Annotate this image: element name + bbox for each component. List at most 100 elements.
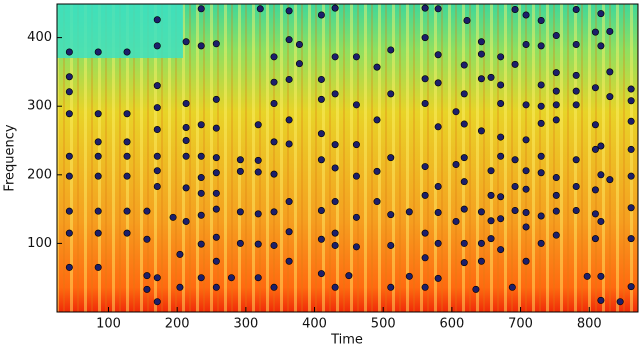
point [352, 243, 360, 251]
point [65, 73, 73, 81]
point [317, 235, 325, 243]
point [452, 217, 460, 225]
point [373, 167, 381, 175]
point [421, 283, 429, 291]
point [387, 46, 395, 54]
point [153, 152, 161, 160]
point [317, 130, 325, 138]
point [197, 189, 205, 197]
point [197, 121, 205, 129]
point [477, 50, 485, 58]
point [434, 5, 442, 13]
point [572, 206, 580, 214]
point [65, 229, 73, 237]
point [591, 210, 599, 218]
x-axis-label: Time [330, 333, 363, 348]
x-tick-label: 100 [96, 317, 121, 332]
point [331, 141, 339, 149]
point [597, 272, 605, 280]
point [606, 176, 614, 184]
point [270, 241, 278, 249]
point [65, 48, 73, 56]
point [421, 163, 429, 171]
point [627, 172, 635, 180]
point [537, 169, 545, 177]
point [254, 274, 262, 282]
point [197, 152, 205, 160]
point [537, 212, 545, 220]
point [434, 182, 442, 190]
point [477, 75, 485, 83]
point [94, 207, 102, 215]
point [331, 4, 339, 12]
point [94, 138, 102, 146]
point [123, 207, 131, 215]
point [212, 283, 220, 291]
point [270, 138, 278, 146]
point [460, 90, 468, 98]
point [552, 191, 560, 199]
point [522, 223, 530, 231]
point [537, 239, 545, 247]
point [285, 116, 293, 124]
point [285, 228, 293, 236]
point [434, 79, 442, 87]
point [387, 283, 395, 291]
point [387, 241, 395, 249]
point [522, 136, 530, 144]
spectrogram [57, 4, 638, 312]
point [597, 296, 605, 304]
point [522, 209, 530, 217]
point [572, 5, 580, 13]
point [421, 191, 429, 199]
point [627, 283, 635, 291]
point [405, 208, 413, 216]
point [472, 285, 480, 293]
x-tick-label: 500 [371, 317, 396, 332]
point [537, 152, 545, 160]
point [477, 38, 485, 46]
point [522, 257, 530, 265]
point [254, 156, 262, 164]
point [497, 133, 505, 141]
point [434, 239, 442, 247]
point [285, 257, 293, 265]
point [285, 7, 293, 15]
point [153, 167, 161, 175]
point [591, 84, 599, 92]
point [572, 87, 580, 95]
point [212, 257, 220, 265]
point [552, 116, 560, 124]
point [497, 53, 505, 61]
point [153, 298, 161, 306]
point [65, 88, 73, 96]
point [176, 283, 184, 291]
point [270, 53, 278, 61]
point [552, 207, 560, 215]
point [197, 42, 205, 50]
point [597, 142, 605, 150]
point [331, 229, 339, 237]
point [153, 42, 161, 50]
point [616, 298, 624, 306]
point [552, 101, 560, 109]
point [537, 119, 545, 127]
point [285, 198, 293, 206]
point [212, 95, 220, 103]
x-tick-label: 400 [302, 317, 327, 332]
point [65, 152, 73, 160]
point [552, 32, 560, 40]
point [572, 182, 580, 190]
y-tick-label: 100 [27, 236, 52, 251]
point [65, 172, 73, 180]
point [345, 272, 353, 280]
point [352, 101, 360, 109]
point [143, 272, 151, 280]
x-tick-label: 700 [508, 317, 533, 332]
point [212, 189, 220, 197]
point [331, 53, 339, 61]
point [606, 68, 614, 76]
y-axis-label: Frequency [3, 124, 18, 191]
point [352, 53, 360, 61]
